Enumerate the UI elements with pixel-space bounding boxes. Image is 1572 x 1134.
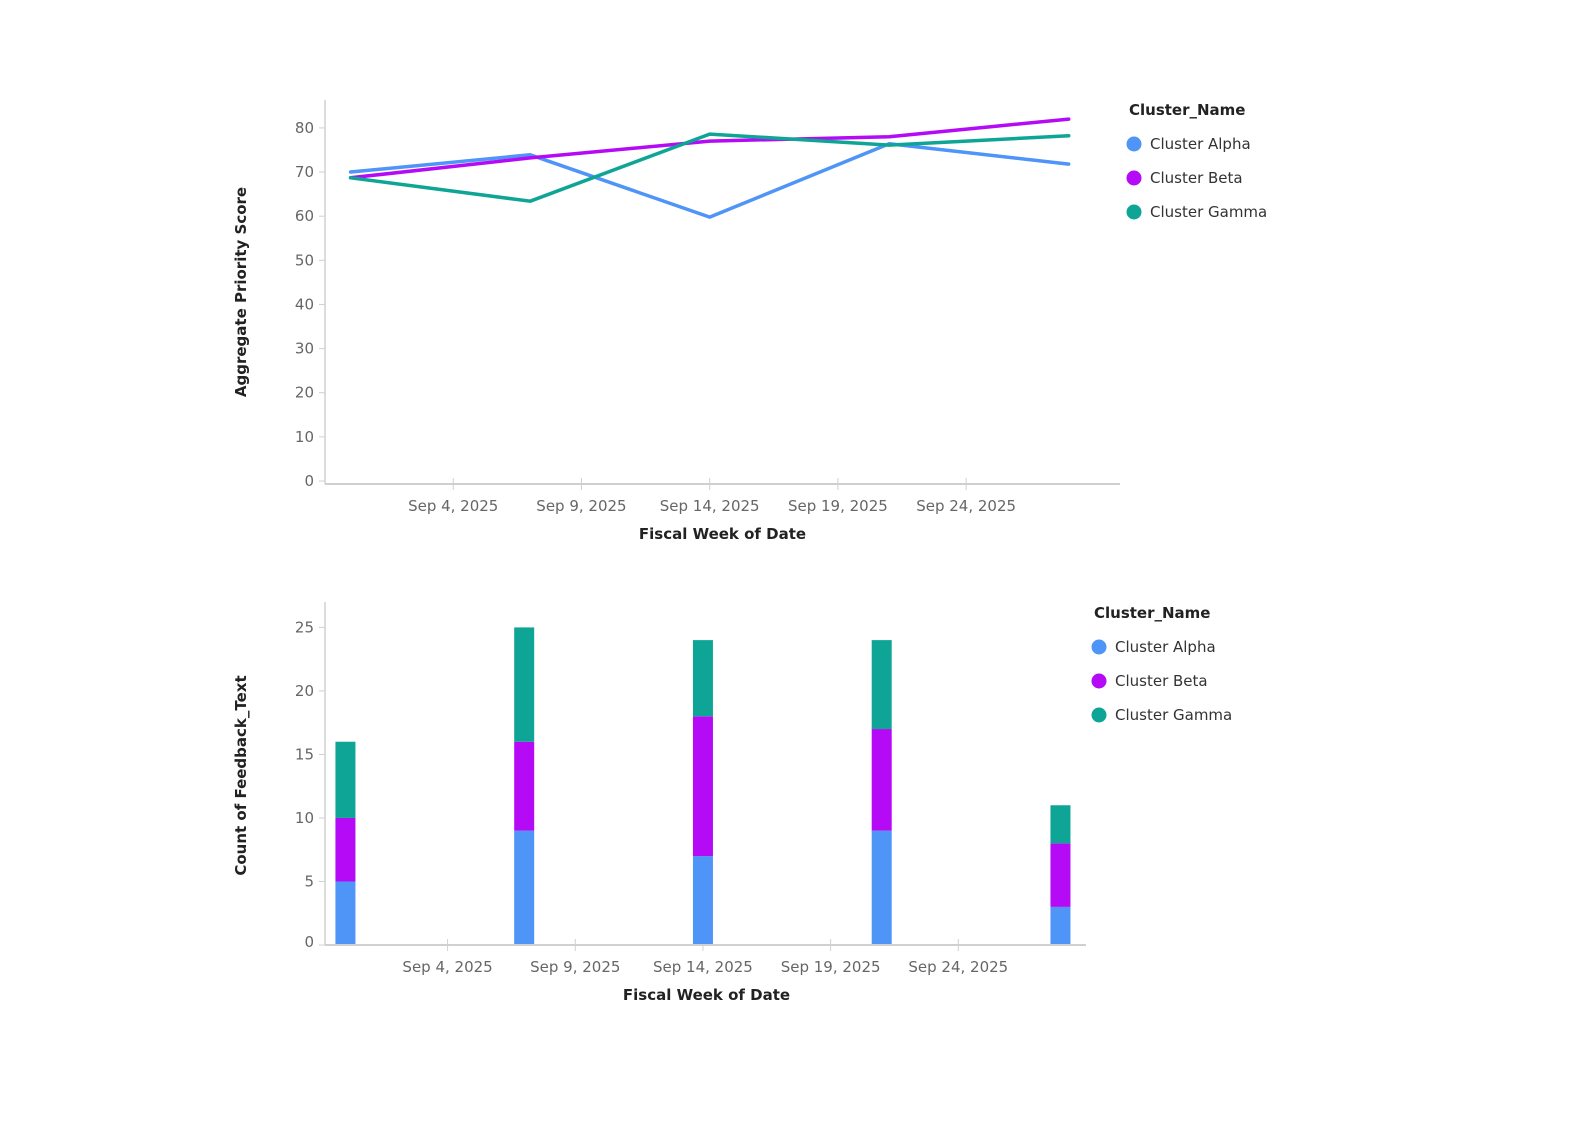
y-tick-label: 25 <box>295 618 314 636</box>
legend-item-label: Cluster Gamma <box>1150 203 1267 221</box>
y-tick-label: 10 <box>295 428 314 446</box>
bar-segment-cluster-gamma <box>514 627 535 742</box>
y-tick-label: 20 <box>295 682 314 700</box>
y-tick-label: 30 <box>295 340 314 358</box>
line-chart: 0 10 20 30 40 50 60 70 80 Sep 4, 2025 Sep 9, 2025… <box>232 100 1267 543</box>
legend-swatch-icon <box>1091 639 1107 655</box>
bar-segment-cluster-alpha <box>514 830 535 945</box>
line-series-cluster-gamma <box>348 132 1071 203</box>
legend-title: Cluster_Name <box>1129 101 1245 119</box>
bar-segment-cluster-gamma <box>692 640 713 717</box>
x-axis-ticks: Sep 4, 2025 Sep 9, 2025 Sep 14, 2025 Sep 19… <box>402 939 1008 976</box>
bar-stack-group <box>335 627 1071 945</box>
x-tick-label: Sep 9, 2025 <box>536 497 626 515</box>
bar-segment-cluster-beta <box>514 741 535 831</box>
y-tick-label: 70 <box>295 163 314 181</box>
x-tick-label: Sep 19, 2025 <box>788 497 888 515</box>
legend-item-label: Cluster Beta <box>1115 672 1208 690</box>
legend-item-label: Cluster Beta <box>1150 169 1243 187</box>
x-tick-label: Sep 14, 2025 <box>653 958 753 976</box>
y-tick-label: 20 <box>295 384 314 402</box>
y-tick-label: 0 <box>304 472 314 490</box>
y-tick-label: 60 <box>295 207 314 225</box>
bar-segment-cluster-beta <box>692 716 713 857</box>
x-tick-label: Sep 9, 2025 <box>530 958 620 976</box>
legend-item-label: Cluster Alpha <box>1150 135 1251 153</box>
line-series-cluster-beta <box>348 117 1071 180</box>
bar-segment-cluster-alpha <box>871 830 892 945</box>
legend-swatch-icon <box>1091 707 1107 723</box>
x-axis-title: Fiscal Week of Date <box>639 525 806 543</box>
legend-item-label: Cluster Gamma <box>1115 706 1232 724</box>
y-axis-title: Aggregate Priority Score <box>232 187 250 397</box>
bar-segment-cluster-beta <box>335 817 356 882</box>
legend-swatch-icon <box>1126 136 1142 152</box>
bar-segment-cluster-gamma <box>335 741 356 818</box>
stacked-bar-chart: 0 5 10 15 20 25 Sep 4, 2025 Sep 9, 2025 Sep 14,… <box>232 602 1232 1004</box>
line-series-cluster-alpha <box>348 142 1071 219</box>
legend-swatch-icon <box>1091 673 1107 689</box>
legend-swatch-icon <box>1126 204 1142 220</box>
bar-segment-cluster-gamma <box>871 640 892 730</box>
y-axis-title: Count of Feedback_Text <box>232 675 250 875</box>
x-axis-title: Fiscal Week of Date <box>623 986 790 1004</box>
legend-swatch-icon <box>1126 170 1142 186</box>
bar-segment-cluster-alpha <box>335 881 356 945</box>
legend-item-label: Cluster Alpha <box>1115 638 1216 656</box>
x-tick-label: Sep 14, 2025 <box>660 497 760 515</box>
bar-segment-cluster-beta <box>871 729 892 831</box>
x-tick-label: Sep 24, 2025 <box>916 497 1016 515</box>
x-tick-label: Sep 4, 2025 <box>402 958 492 976</box>
y-axis-ticks: 0 5 10 15 20 25 <box>295 618 325 951</box>
legend-title: Cluster_Name <box>1094 604 1210 622</box>
bar-segment-cluster-alpha <box>692 856 713 945</box>
y-tick-label: 5 <box>304 872 314 890</box>
legend: Cluster_Name Cluster Alpha Cluster Beta Cl… <box>1126 101 1267 221</box>
y-tick-label: 50 <box>295 251 314 269</box>
x-tick-label: Sep 24, 2025 <box>908 958 1008 976</box>
y-axis-ticks: 0 10 20 30 40 50 60 70 80 <box>295 119 325 490</box>
x-axis-ticks: Sep 4, 2025 Sep 9, 2025 Sep 14, 2025 Sep 19… <box>408 478 1016 515</box>
bar-segment-cluster-gamma <box>1050 805 1071 844</box>
y-tick-label: 0 <box>304 933 314 951</box>
y-tick-label: 10 <box>295 809 314 827</box>
line-series-group <box>348 117 1071 219</box>
x-tick-label: Sep 19, 2025 <box>781 958 881 976</box>
bar-segment-cluster-beta <box>1050 843 1071 907</box>
y-tick-label: 15 <box>295 745 314 763</box>
y-tick-label: 80 <box>295 119 314 137</box>
x-tick-label: Sep 4, 2025 <box>408 497 498 515</box>
legend: Cluster_Name Cluster Alpha Cluster Beta Cl… <box>1091 604 1232 724</box>
y-tick-label: 40 <box>295 295 314 313</box>
bar-segment-cluster-alpha <box>1050 906 1071 945</box>
